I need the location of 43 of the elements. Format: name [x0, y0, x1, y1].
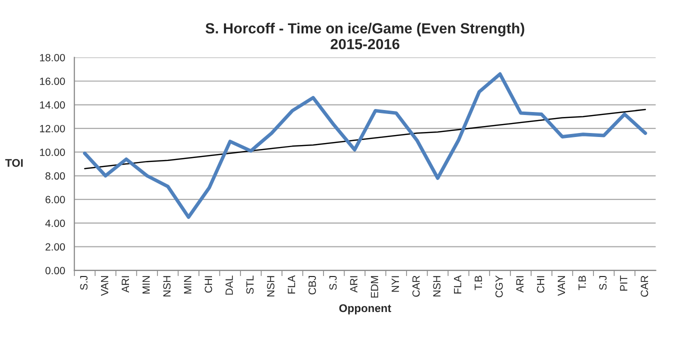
x-tick-label: S.J: [329, 276, 337, 290]
y-tick-label: 16.00: [40, 78, 65, 85]
x-tick-label: ARI: [122, 276, 129, 293]
chart-title: S. Horcoff - Time on ice/Game (Even Strength) 2015-2016: [206, 22, 524, 50]
x-tick-label: ARI: [350, 276, 358, 293]
x-tick-label: MIN: [184, 276, 192, 294]
x-tick-label: CBJ: [308, 276, 316, 294]
x-tick-label: FLA: [454, 275, 462, 294]
y-tick-label: 18.00: [40, 54, 65, 62]
x-tick-label: DAL: [226, 276, 233, 295]
y-tick-label: 8.00: [46, 172, 65, 180]
y-tick-label: 6.00: [46, 196, 65, 204]
x-tick-label: CAR: [412, 276, 420, 297]
x-tick-label: CHI: [536, 276, 544, 293]
x-tick-label: EDM: [370, 276, 378, 298]
x-tick-label: NYI: [392, 276, 399, 292]
x-tick-label: PIT: [620, 276, 628, 291]
x-tick-label: STL: [246, 276, 254, 294]
line-series: [84, 108, 646, 170]
x-tick-label: VAN: [558, 276, 565, 296]
x-tick-label: T.B: [578, 276, 586, 290]
x-tick-label: T.B: [474, 276, 482, 290]
y-tick-label: 14.00: [40, 101, 65, 109]
y-tick-label: 2.00: [46, 243, 65, 251]
x-tick-label: ARI: [516, 276, 524, 293]
x-tick-label: VAN: [101, 276, 108, 296]
y-tick-label: 4.00: [45, 220, 65, 227]
x-tick-label: MIN: [142, 276, 150, 294]
x-tick-label: NSH: [163, 276, 171, 296]
line-series: [83, 72, 648, 219]
x-axis-title: Opponent: [339, 304, 392, 314]
y-axis-title: TOI: [5, 159, 23, 167]
x-tick-label: NSH: [267, 276, 274, 296]
y-tick-label: 12.00: [40, 124, 65, 132]
x-tick-label: S.J: [80, 276, 88, 290]
x-tick-label: CGY: [495, 275, 503, 298]
x-tick-label: CHI: [204, 276, 212, 293]
y-tick-label: 0.00: [45, 266, 65, 274]
x-tick-label: FLA: [288, 275, 296, 294]
x-tick-label: NSH: [433, 276, 441, 296]
x-tick-label: CAR: [640, 276, 648, 297]
y-tick-label: 10.00: [40, 148, 65, 156]
x-tick-label: S.J: [599, 276, 607, 290]
